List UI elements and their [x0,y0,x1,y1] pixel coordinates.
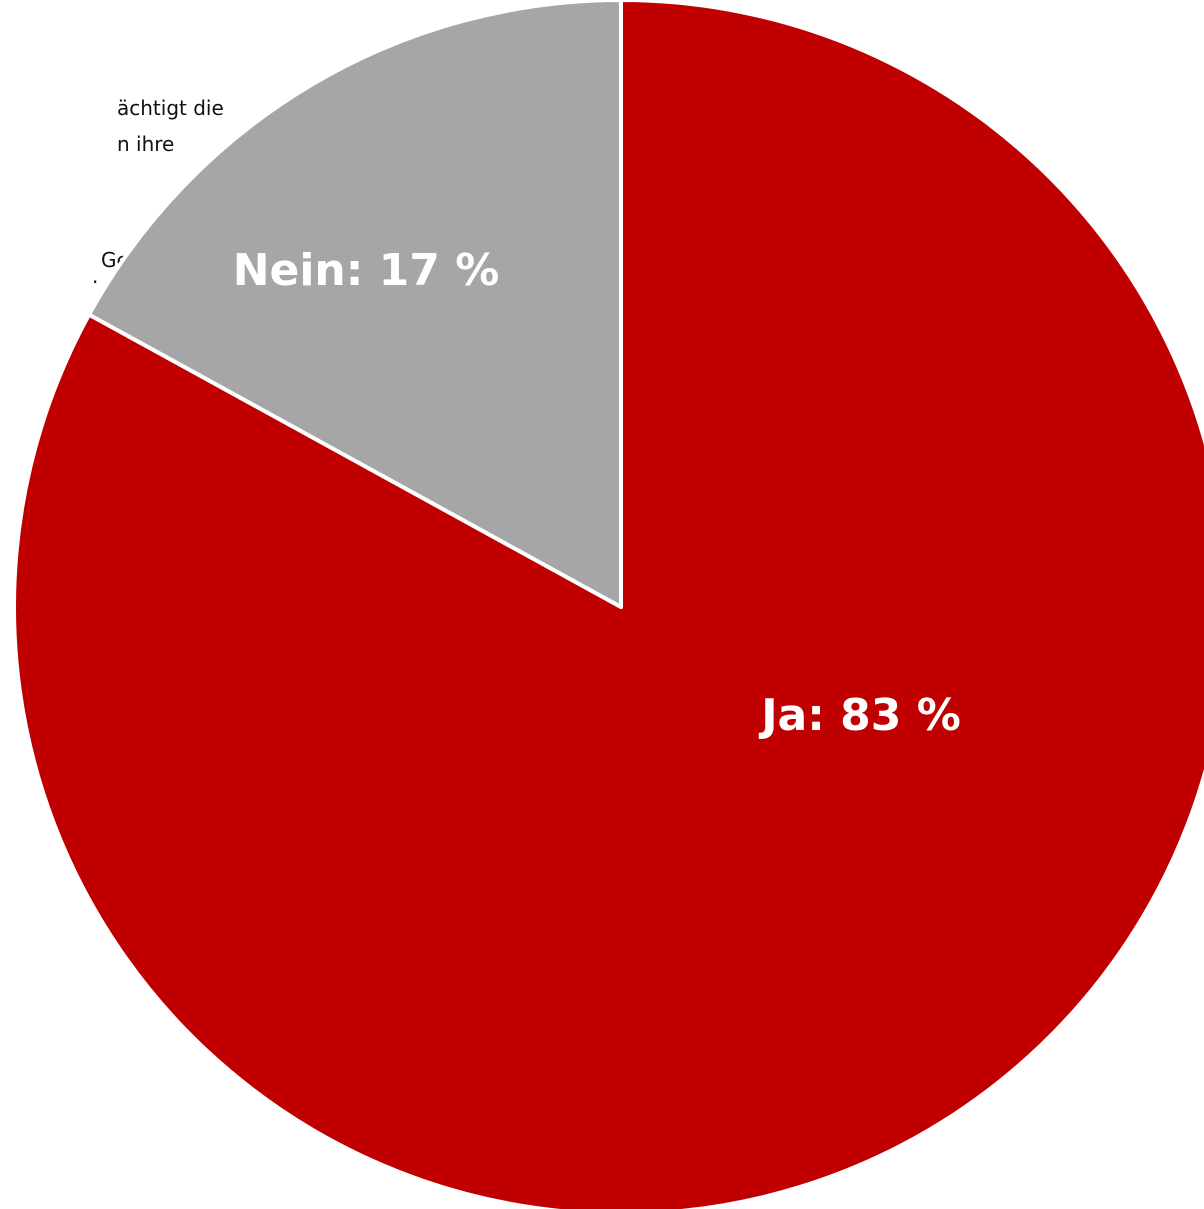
pie-slice-ja [12,0,1204,1209]
slice-label-ja: Ja: 83 % [758,690,961,741]
background-text-line: ächtigt die [117,96,224,120]
background-text-line: n ihre [117,132,175,156]
pie-slice-nein [87,0,623,609]
background-text-line: . [92,264,99,288]
slice-label-nein: Nein: 17 % [233,245,500,296]
